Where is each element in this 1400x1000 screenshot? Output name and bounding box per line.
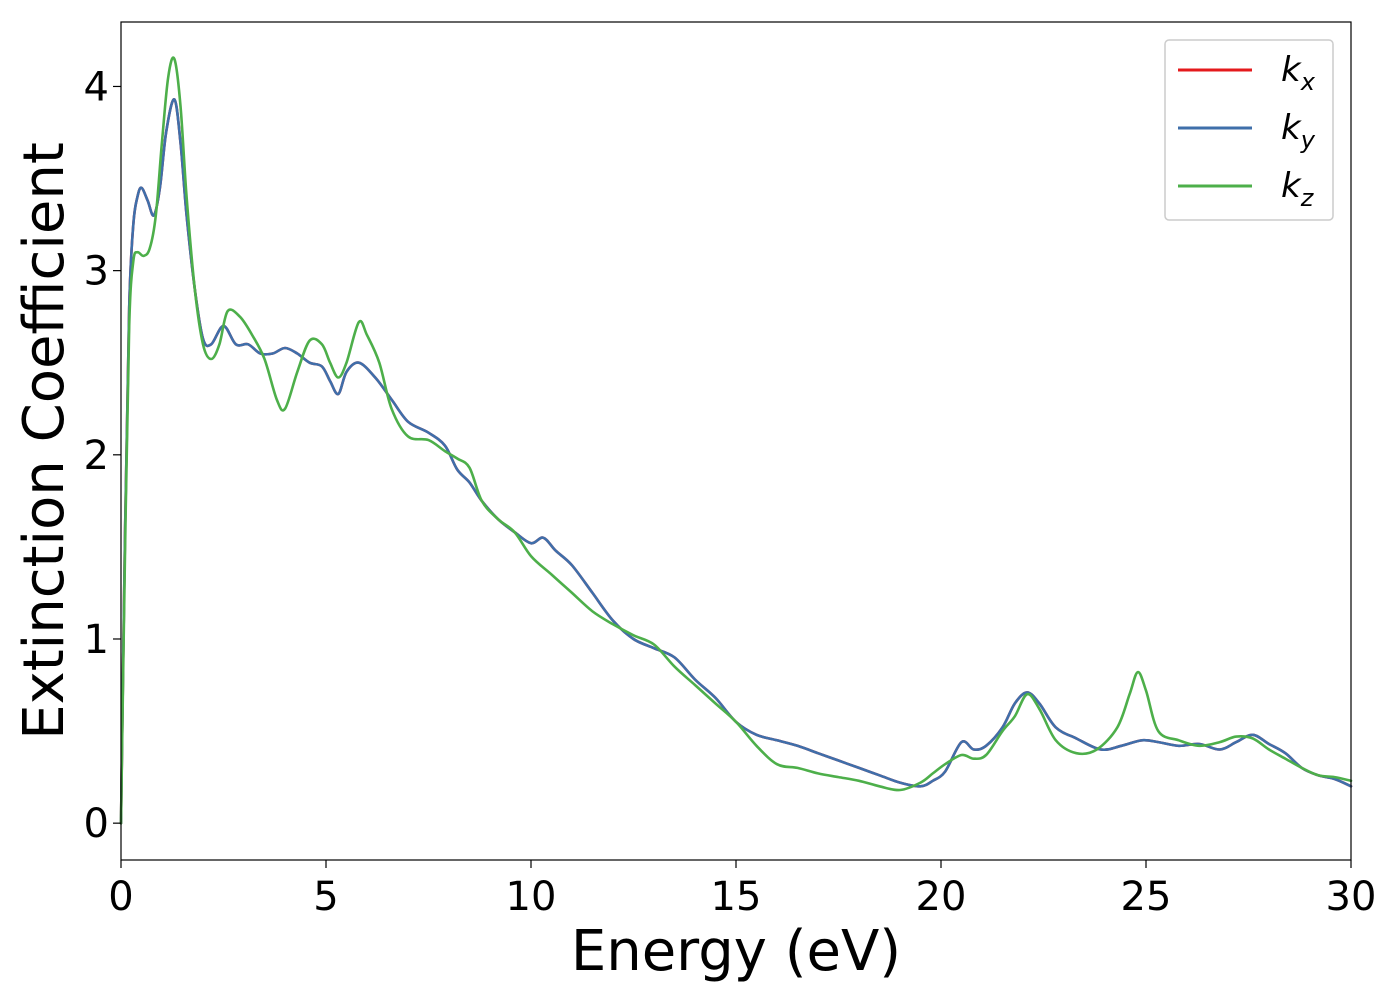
x-axis: 0 5 10 15 20 25 30 [108, 860, 1376, 920]
y-tick-label: 1 [84, 617, 109, 663]
y-tick-label: 4 [84, 64, 109, 110]
series-layer [119, 56, 1353, 825]
x-tick-label: 0 [108, 874, 133, 920]
x-tick-label: 30 [1326, 874, 1377, 920]
legend: kx ky kz [1164, 39, 1334, 221]
y-tick-label: 2 [84, 433, 109, 479]
x-tick-label: 25 [1121, 874, 1172, 920]
y-axis-title: Extinction Coefficient [12, 142, 77, 740]
y-tick-label: 0 [84, 801, 109, 847]
x-tick-label: 15 [711, 874, 762, 920]
x-axis-title: Energy (eV) [571, 919, 901, 984]
x-tick-label: 20 [916, 874, 967, 920]
legend-box [1164, 39, 1334, 221]
legend-label-x: kx [1281, 50, 1316, 96]
series-line-z [119, 56, 1353, 825]
legend-label-y: ky [1281, 108, 1316, 154]
y-axis: 0 1 2 3 4 [84, 64, 121, 847]
x-tick-label: 5 [313, 874, 338, 920]
x-tick-label: 10 [506, 874, 557, 920]
y-tick-label: 3 [84, 249, 109, 295]
legend-label-z: kz [1281, 166, 1315, 212]
